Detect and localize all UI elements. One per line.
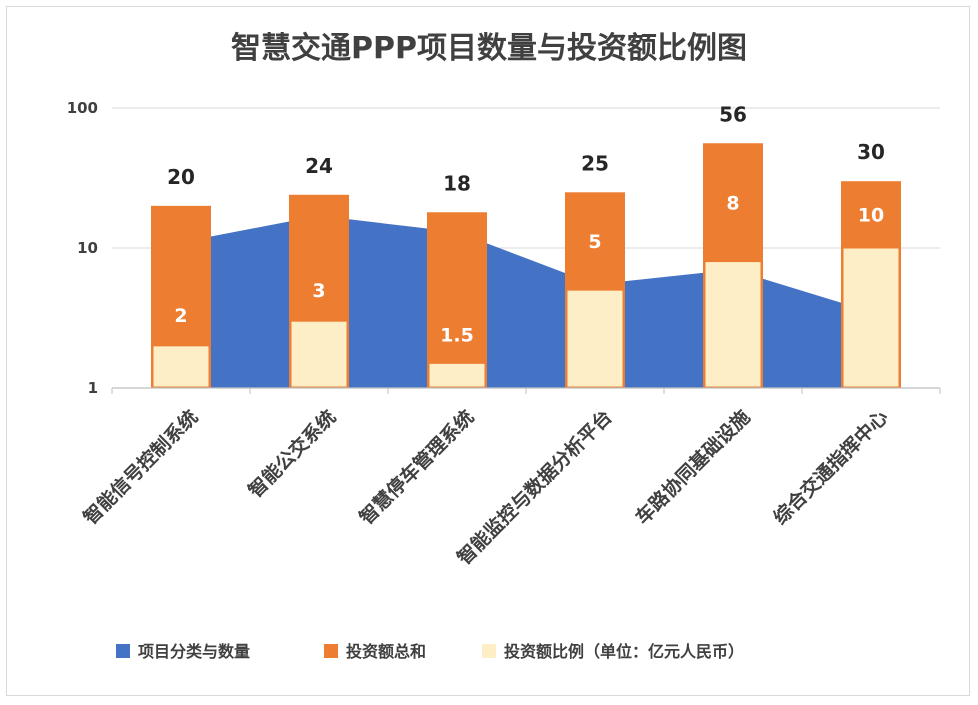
- bar-ratio-1: [152, 345, 210, 388]
- x-tick-label-6: 综合交通指挥中心: [769, 405, 893, 529]
- total-data-label-5: 56: [719, 102, 747, 126]
- legend-swatch-2: [324, 644, 338, 658]
- x-tick-label-4: 智能监控与数据分析平台: [452, 405, 616, 569]
- legend-swatch-3: [482, 644, 496, 658]
- x-tick-label-2: 智能公交系统: [244, 405, 341, 502]
- bar-ratio-6: [842, 247, 900, 388]
- bar-ratio-2: [290, 320, 348, 388]
- total-data-label-3: 18: [443, 171, 471, 195]
- x-tick-label-1: 智能信号控制系统: [79, 405, 203, 529]
- legend-label-1: 项目分类与数量: [138, 642, 250, 661]
- ratio-data-label-4: 5: [588, 231, 601, 253]
- bar-ratio-4: [566, 289, 624, 388]
- ratio-data-label-6: 10: [858, 205, 884, 227]
- bar-ratio-5: [704, 261, 762, 388]
- legend-label-3: 投资额比例（单位：亿元人民币）: [504, 642, 744, 661]
- total-data-label-4: 25: [581, 151, 609, 175]
- chart-title: 智慧交通PPP项目数量与投资额比例图: [231, 31, 747, 66]
- bar-ratio-3: [428, 362, 486, 388]
- x-tick-label-3: 智慧停车管理系统: [355, 405, 479, 529]
- total-data-label-2: 24: [305, 154, 333, 178]
- legend-label-2: 投资额总和: [346, 642, 426, 661]
- y-tick-label-1: 1: [88, 379, 98, 397]
- area-series-project-count: [181, 215, 871, 388]
- ratio-data-label-1: 2: [174, 305, 187, 327]
- legend-swatch-1: [116, 644, 130, 658]
- bar-total-3: [427, 212, 487, 388]
- total-data-label-6: 30: [857, 140, 885, 164]
- total-data-label-1: 20: [167, 165, 195, 189]
- ratio-data-label-2: 3: [312, 280, 325, 302]
- ratio-data-label-3: 1.5: [440, 324, 474, 346]
- x-tick-label-5: 车路协同基础设施: [631, 405, 755, 529]
- y-tick-label-100: 100: [67, 99, 98, 117]
- ratio-data-label-5: 8: [726, 192, 739, 214]
- y-tick-label-10: 10: [77, 239, 98, 257]
